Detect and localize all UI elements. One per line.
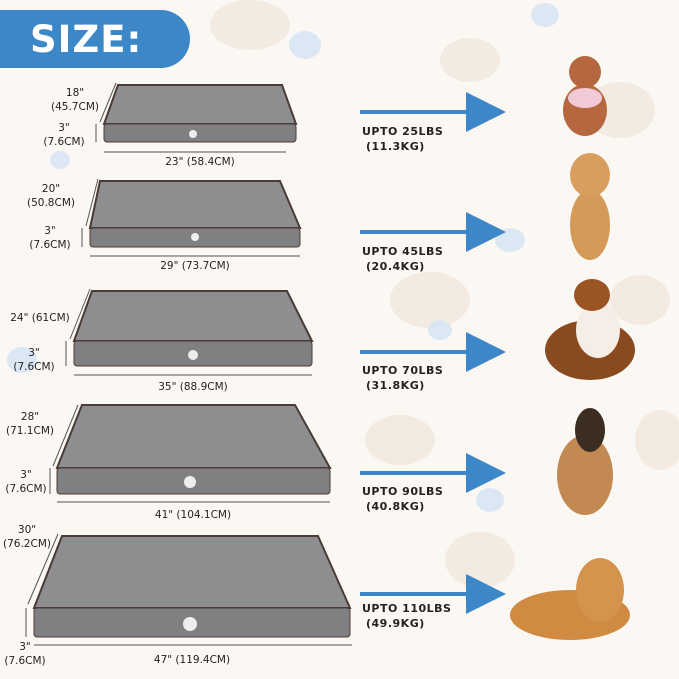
dog-photo (545, 279, 635, 380)
height-label: 3" (7.6CM) (43, 122, 85, 148)
dog-photo (510, 558, 630, 640)
height-label: 3" (7.6CM) (4, 641, 46, 667)
size-title-badge: SIZE: (0, 10, 190, 68)
width-label: 35" (88.9CM) (158, 381, 228, 393)
capacity-label: UPTO 25LBS (11.3KG) (362, 125, 444, 153)
capacity-label: UPTO 90LBS (40.8KG) (362, 485, 444, 513)
dog-photo (570, 153, 610, 260)
capacity-label: UPTO 70LBS (31.8KG) (362, 364, 444, 392)
paw-logo (183, 130, 199, 631)
depth-label: 18" (45.7CM) (51, 87, 99, 113)
height-label: 3" (7.6CM) (13, 347, 55, 373)
depth-label: 20" (50.8CM) (27, 183, 75, 209)
dog-bed-image (102, 84, 298, 143)
width-label: 47" (119.4CM) (153, 654, 231, 666)
width-label: 23" (58.4CM) (165, 156, 235, 168)
dog-photo (563, 56, 607, 136)
width-label: 41" (104.1CM) (154, 509, 232, 521)
depth-label: 24" (61CM) (10, 312, 70, 324)
depth-label: 30" (76.2CM) (3, 524, 51, 550)
dimension-lines (25, 82, 352, 646)
size-title: SIZE: (30, 18, 143, 61)
capacity-label: UPTO 45LBS (20.4KG) (362, 245, 444, 273)
capacity-label: UPTO 110LBS (49.9KG) (362, 602, 452, 630)
dog-bed-image (55, 404, 332, 495)
height-label: 3" (7.6CM) (29, 225, 71, 251)
dog-photo (557, 408, 613, 515)
height-label: 3" (7.6CM) (5, 469, 47, 495)
width-label: 29" (73.7CM) (160, 260, 230, 272)
depth-label: 28" (71.1CM) (6, 411, 54, 437)
